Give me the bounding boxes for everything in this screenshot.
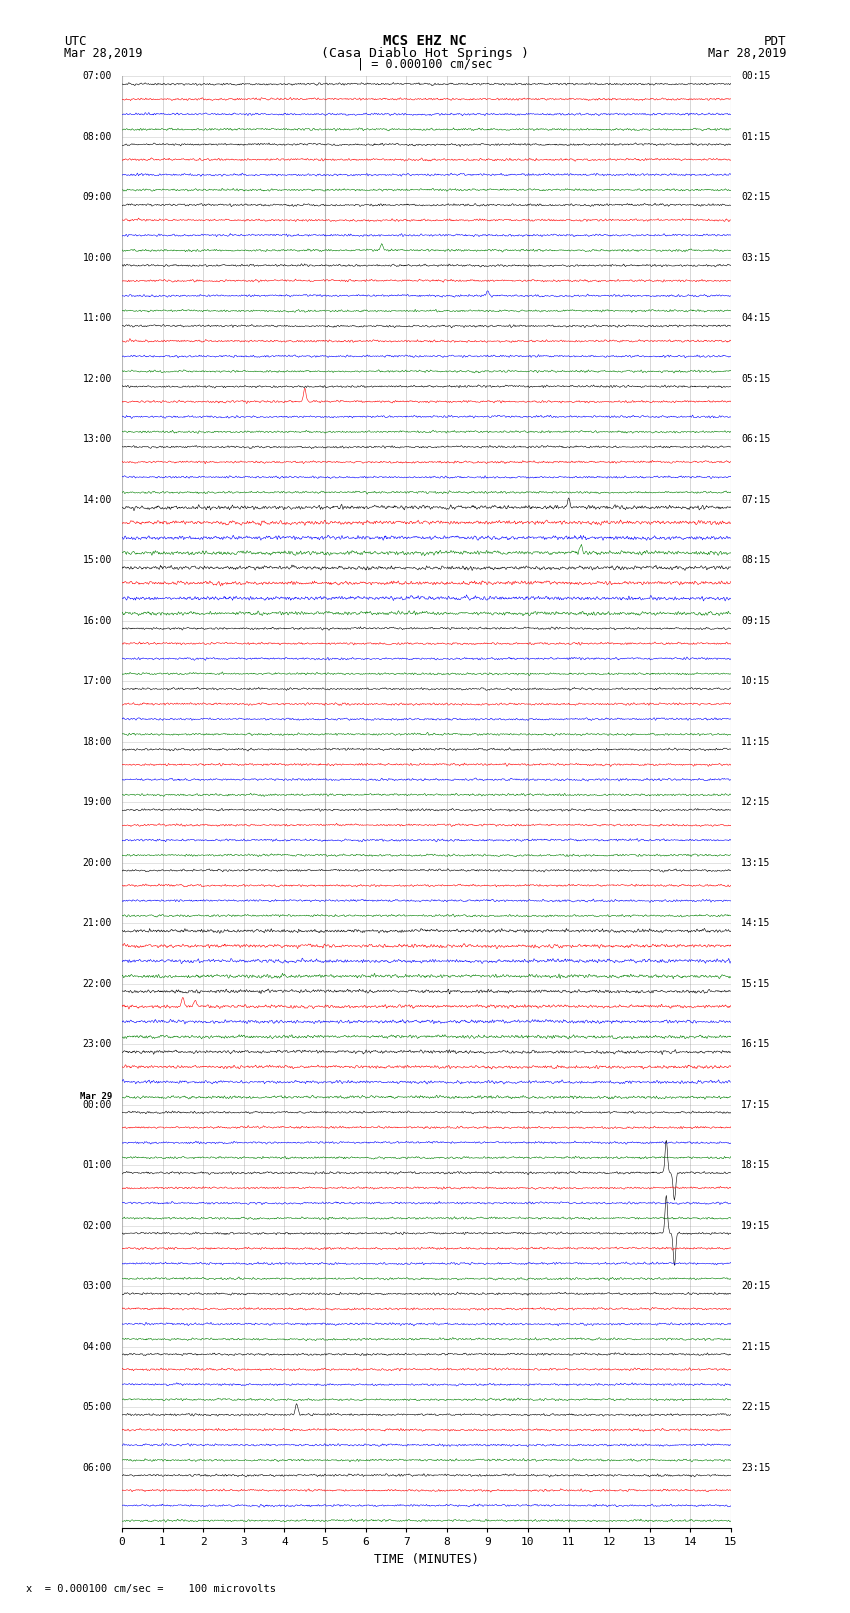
Text: Mar 29: Mar 29 — [80, 1092, 112, 1102]
Text: 05:00: 05:00 — [82, 1402, 112, 1413]
Text: 08:00: 08:00 — [82, 132, 112, 142]
Text: 09:15: 09:15 — [741, 616, 770, 626]
Text: 07:15: 07:15 — [741, 495, 770, 505]
Text: 02:15: 02:15 — [741, 192, 770, 202]
Text: 14:00: 14:00 — [82, 495, 112, 505]
Text: 19:15: 19:15 — [741, 1221, 770, 1231]
Text: 00:00: 00:00 — [82, 1100, 112, 1110]
Text: 15:15: 15:15 — [741, 979, 770, 989]
Text: 03:00: 03:00 — [82, 1281, 112, 1290]
Text: 16:15: 16:15 — [741, 1039, 770, 1048]
Text: 01:00: 01:00 — [82, 1160, 112, 1169]
Text: 18:00: 18:00 — [82, 737, 112, 747]
Text: 21:15: 21:15 — [741, 1342, 770, 1352]
Text: 06:15: 06:15 — [741, 434, 770, 444]
Text: 17:00: 17:00 — [82, 676, 112, 686]
Text: 09:00: 09:00 — [82, 192, 112, 202]
Text: MCS EHZ NC: MCS EHZ NC — [383, 34, 467, 48]
Text: 03:15: 03:15 — [741, 253, 770, 263]
Text: UTC: UTC — [64, 35, 86, 48]
Text: (Casa Diablo Hot Springs ): (Casa Diablo Hot Springs ) — [321, 47, 529, 60]
Text: 08:15: 08:15 — [741, 555, 770, 565]
Text: 06:00: 06:00 — [82, 1463, 112, 1473]
Text: 23:00: 23:00 — [82, 1039, 112, 1048]
Text: 13:00: 13:00 — [82, 434, 112, 444]
Text: 10:15: 10:15 — [741, 676, 770, 686]
Text: 12:15: 12:15 — [741, 797, 770, 806]
Text: 04:15: 04:15 — [741, 313, 770, 323]
Text: 14:15: 14:15 — [741, 918, 770, 927]
Text: 22:15: 22:15 — [741, 1402, 770, 1413]
Text: Mar 28,2019: Mar 28,2019 — [708, 47, 786, 60]
Text: PDT: PDT — [764, 35, 786, 48]
Text: 15:00: 15:00 — [82, 555, 112, 565]
Text: 07:00: 07:00 — [82, 71, 112, 81]
Text: 23:15: 23:15 — [741, 1463, 770, 1473]
Text: 05:15: 05:15 — [741, 374, 770, 384]
Text: | = 0.000100 cm/sec: | = 0.000100 cm/sec — [357, 58, 493, 71]
Text: 01:15: 01:15 — [741, 132, 770, 142]
Text: 13:15: 13:15 — [741, 858, 770, 868]
Text: 04:00: 04:00 — [82, 1342, 112, 1352]
Text: 21:00: 21:00 — [82, 918, 112, 927]
Text: 16:00: 16:00 — [82, 616, 112, 626]
Text: 20:00: 20:00 — [82, 858, 112, 868]
Text: 18:15: 18:15 — [741, 1160, 770, 1169]
Text: 19:00: 19:00 — [82, 797, 112, 806]
Text: 22:00: 22:00 — [82, 979, 112, 989]
Text: 00:15: 00:15 — [741, 71, 770, 81]
Text: Mar 28,2019: Mar 28,2019 — [64, 47, 142, 60]
Text: 02:00: 02:00 — [82, 1221, 112, 1231]
Text: x  = 0.000100 cm/sec =    100 microvolts: x = 0.000100 cm/sec = 100 microvolts — [26, 1584, 275, 1594]
Text: 17:15: 17:15 — [741, 1100, 770, 1110]
Text: 20:15: 20:15 — [741, 1281, 770, 1290]
X-axis label: TIME (MINUTES): TIME (MINUTES) — [374, 1553, 479, 1566]
Text: 12:00: 12:00 — [82, 374, 112, 384]
Text: 10:00: 10:00 — [82, 253, 112, 263]
Text: 11:15: 11:15 — [741, 737, 770, 747]
Text: 11:00: 11:00 — [82, 313, 112, 323]
